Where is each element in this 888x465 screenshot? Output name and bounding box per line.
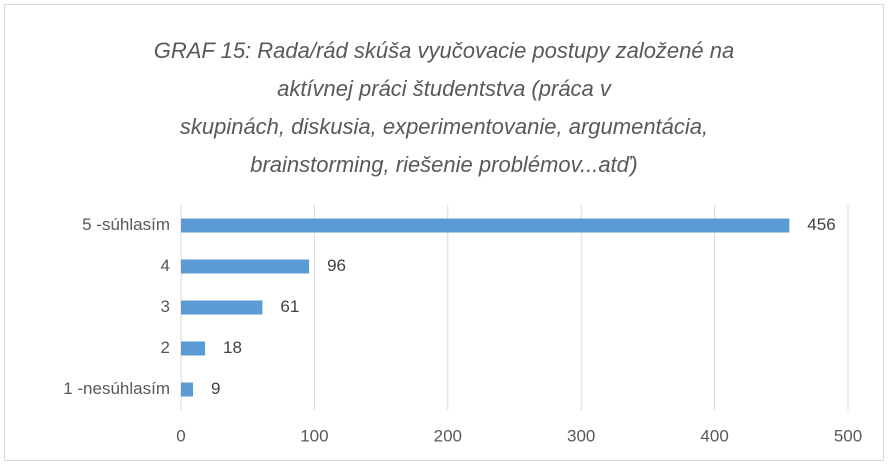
data-label: 96: [327, 256, 346, 275]
bar: [181, 382, 194, 397]
x-tick-label: 0: [176, 426, 185, 445]
chart-title: skupinách, diskusia, experimentovanie, a…: [180, 114, 708, 139]
bar: [181, 300, 263, 315]
y-tick-label: 1 -nesúhlasím: [63, 379, 170, 398]
y-tick-label: 4: [161, 256, 170, 275]
y-tick-label: 2: [161, 338, 170, 357]
chart-title: GRAF 15: Rada/rád skúša vyučovacie postu…: [154, 38, 734, 63]
data-label: 456: [807, 215, 835, 234]
chart-title: aktívnej práci študentstva (práca v: [277, 76, 613, 101]
x-tick-label: 500: [834, 426, 862, 445]
data-label: 61: [280, 297, 299, 316]
y-tick-label: 3: [161, 297, 170, 316]
x-tick-label: 300: [567, 426, 595, 445]
x-tick-label: 400: [700, 426, 728, 445]
data-label: 9: [211, 379, 220, 398]
chart-title: brainstorming, riešenie problémov...atď): [250, 152, 638, 177]
data-label: 18: [223, 338, 242, 357]
bar: [181, 259, 310, 274]
bar: [181, 218, 790, 233]
y-tick-label: 5 -súhlasím: [82, 215, 170, 234]
x-tick-label: 200: [434, 426, 462, 445]
bar: [181, 341, 206, 356]
x-tick-label: 100: [300, 426, 328, 445]
